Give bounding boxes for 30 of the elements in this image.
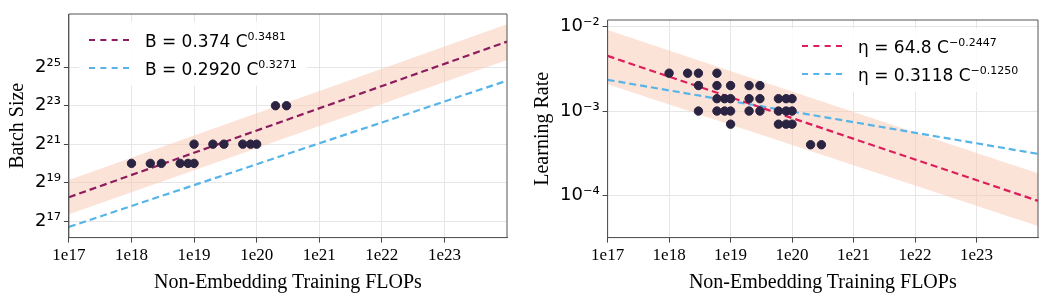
x-tick-label: 1e21	[837, 245, 871, 265]
legend-label: η = 0.3118 C$^{−0.1250}$	[858, 63, 1019, 85]
y-tick-label: 2¹⁹	[34, 170, 61, 192]
legend-label: B = 0.374 C$^{0.3481}$	[144, 29, 287, 51]
x-tick-label: 1e20	[240, 245, 274, 265]
x-axis-title: Non-Embedding Training FLOPs	[154, 270, 423, 294]
x-tick-label: 1e23	[959, 245, 994, 265]
x-axis-title: Non-Embedding Training FLOPs	[688, 270, 957, 294]
x-tick-label: 1e21	[302, 245, 336, 265]
x-tick-label: 1e17	[52, 245, 86, 265]
y-axis-title: Batch Size	[5, 82, 28, 169]
x-tick-label: 1e20	[775, 245, 809, 265]
y-tick-label: 2²⁵	[34, 54, 61, 76]
y-tick-label: 2¹⁷	[34, 208, 61, 230]
x-tick-label: 1e22	[365, 245, 399, 265]
legend-label: B = 0.2920 C$^{0.3271}$	[144, 57, 297, 79]
y-tick-label: 2²¹	[34, 131, 61, 153]
y-axis-title: Learning Rate	[530, 71, 554, 186]
x-tick-label: 1e18	[652, 245, 686, 265]
x-tick-label: 1e18	[114, 245, 148, 265]
legend-label: η = 64.8 C$^{−0.2447}$	[858, 35, 997, 57]
x-tick-label: 1e23	[427, 245, 461, 265]
y-tick-label: 10⁻²	[560, 14, 600, 36]
x-tick-label: 1e17	[591, 245, 625, 265]
x-tick-label: 1e19	[177, 245, 211, 265]
x-tick-label: 1e22	[898, 245, 932, 265]
y-tick-label: 10⁻⁴	[560, 183, 600, 205]
y-tick-label: 10⁻³	[560, 98, 600, 120]
x-tick-label: 1e19	[714, 245, 748, 265]
y-tick-label: 2²³	[34, 93, 61, 115]
